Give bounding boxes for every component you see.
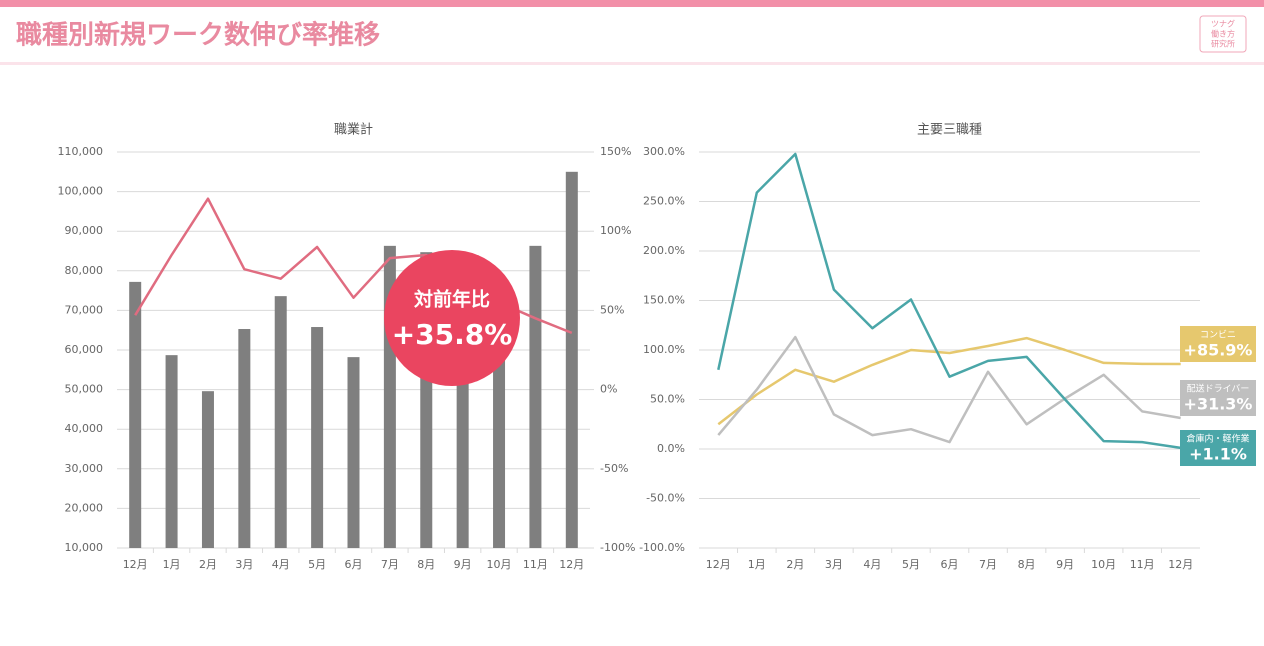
y-tick-label: 110,000	[58, 145, 104, 158]
y-tick-label: 20,000	[65, 501, 104, 514]
y-tick-label: -100.0%	[639, 541, 685, 554]
callout-box	[1180, 380, 1256, 416]
y-tick-label: 60,000	[65, 343, 104, 356]
y-tick-label: 70,000	[65, 303, 104, 316]
y-tick-label: 250.0%	[643, 195, 685, 208]
x-tick-label: 8月	[1018, 558, 1036, 571]
callout-name: コンビニ	[1200, 330, 1236, 341]
bar	[274, 296, 287, 548]
y2-tick-label: -100%	[600, 541, 635, 554]
callout-value: +1.1%	[1189, 445, 1247, 464]
x-tick-label: 3月	[825, 558, 843, 571]
badge	[384, 250, 520, 386]
callout-name: 配送ドライバー	[1187, 383, 1250, 395]
logo-line: 研究所	[1211, 39, 1235, 49]
callout-name: 倉庫内・軽作業	[1186, 433, 1249, 445]
y-tick-label: 90,000	[65, 224, 104, 237]
x-tick-label: 12月	[706, 558, 731, 571]
bar	[165, 355, 178, 548]
line	[717, 152, 1181, 450]
x-tick-label: 10月	[487, 558, 512, 571]
bar	[129, 281, 142, 548]
line	[717, 336, 1181, 426]
chart-title: 職業計	[334, 122, 373, 138]
logo-line: 働き方	[1211, 29, 1235, 39]
x-tick-label: 10月	[1091, 558, 1116, 571]
y2-tick-label: 100%	[600, 224, 631, 237]
y2-tick-label: 0%	[600, 383, 617, 396]
x-tick-label: 9月	[1056, 558, 1074, 571]
x-tick-label: 11月	[1130, 558, 1155, 571]
x-tick-label: 7月	[979, 558, 997, 571]
x-tick-label: 2月	[786, 558, 804, 571]
y-tick-label: 10,000	[65, 541, 104, 554]
x-tick-label: 5月	[308, 558, 326, 571]
bar	[347, 357, 360, 548]
bar	[201, 391, 214, 548]
logo-line: ツナグ	[1211, 19, 1235, 29]
bar	[529, 245, 542, 549]
x-tick-label: 4月	[863, 558, 881, 571]
x-tick-label: 12月	[123, 558, 148, 571]
y-tick-label: 100.0%	[643, 343, 685, 356]
callout-value: +85.9%	[1184, 341, 1253, 360]
y-tick-label: 100,000	[58, 185, 104, 198]
y-tick-label: 50.0%	[650, 393, 685, 406]
y-tick-label: 50,000	[65, 383, 104, 396]
title-rule	[0, 62, 1264, 65]
chart-title: 主要三職種	[917, 122, 982, 138]
x-tick-label: 12月	[1168, 558, 1193, 571]
y-tick-label: -50.0%	[646, 492, 685, 505]
callout-box	[1180, 430, 1256, 466]
x-tick-label: 1月	[748, 558, 766, 571]
x-tick-label: 12月	[559, 558, 584, 571]
x-tick-label: 8月	[417, 558, 435, 571]
y-tick-label: 200.0%	[643, 244, 685, 257]
x-tick-label: 6月	[941, 558, 959, 571]
x-tick-label: 2月	[199, 558, 217, 571]
callout-value: +31.3%	[1184, 395, 1253, 414]
bar	[238, 329, 251, 548]
badge-name: 対前年比	[413, 288, 490, 311]
y-tick-label: 80,000	[65, 264, 104, 277]
y-tick-label: 30,000	[65, 462, 104, 475]
y-tick-label: 40,000	[65, 422, 104, 435]
bar	[493, 342, 506, 548]
callout-box	[1180, 326, 1256, 362]
bar	[311, 327, 324, 548]
y2-tick-label: 50%	[600, 303, 624, 316]
top-bar	[0, 0, 1264, 7]
x-tick-label: 1月	[163, 558, 181, 571]
line	[717, 335, 1181, 444]
x-tick-label: 4月	[272, 558, 290, 571]
y2-tick-label: -50%	[600, 462, 628, 475]
logo-box	[1199, 15, 1247, 53]
y-tick-label: 0.0%	[657, 442, 685, 455]
badge-value: +35.8%	[392, 318, 513, 351]
x-tick-label: 9月	[454, 558, 472, 571]
x-tick-label: 11月	[523, 558, 548, 571]
y-tick-label: 150.0%	[643, 294, 685, 307]
bar	[565, 171, 578, 549]
x-tick-label: 6月	[345, 558, 363, 571]
y2-tick-label: 150%	[600, 145, 631, 158]
x-tick-label: 3月	[235, 558, 253, 571]
y-tick-label: 300.0%	[643, 145, 685, 158]
page-title: 職種別新規ワーク数伸び率推移	[16, 20, 380, 51]
x-tick-label: 7月	[381, 558, 399, 571]
x-tick-label: 5月	[902, 558, 920, 571]
